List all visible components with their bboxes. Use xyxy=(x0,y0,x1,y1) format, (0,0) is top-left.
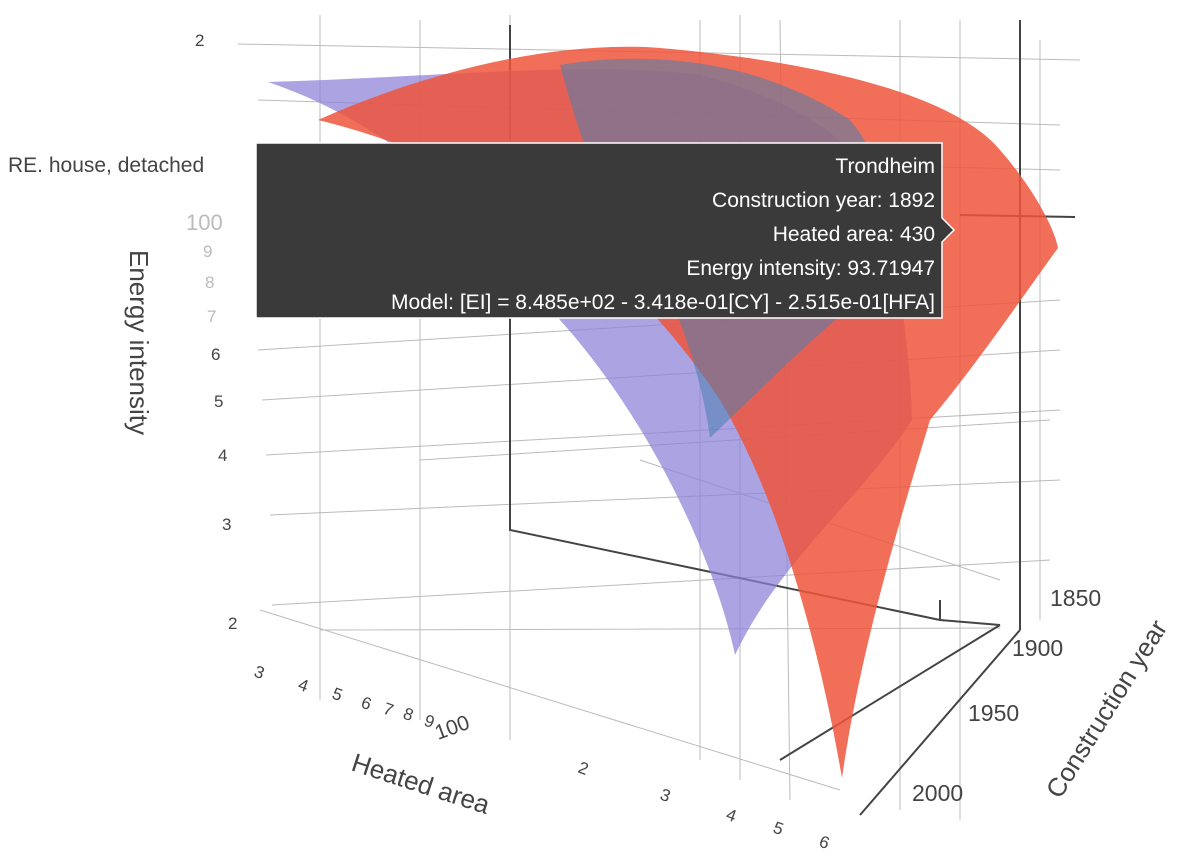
tooltip-line: Model: [EI] = 8.485e+02 - 3.418e-01[CY] … xyxy=(391,291,935,314)
y-tick-label: 1900 xyxy=(1012,635,1063,661)
z-tick-label: 2 xyxy=(195,31,204,50)
z-tick-label: 100 xyxy=(186,210,223,235)
z-tick-label: 4 xyxy=(218,446,227,465)
y-tick-label: 1950 xyxy=(968,700,1019,726)
x-axis-title: Heated area xyxy=(348,747,494,820)
z-tick-label: 5 xyxy=(214,392,223,411)
x-tick-label: 7 xyxy=(381,699,396,720)
y-tick-label: 2000 xyxy=(912,780,963,806)
x-tick-label: 3 xyxy=(252,662,267,683)
y-tick-label: 1850 xyxy=(1050,585,1101,611)
x-tick-label: 6 xyxy=(817,832,832,853)
z-tick-label: 6 xyxy=(211,345,220,364)
z-tick-label: 2 xyxy=(228,614,237,633)
x-tick-label: 5 xyxy=(771,818,786,839)
tooltip-line: Trondheim xyxy=(835,155,935,178)
x-tick-label: 4 xyxy=(296,675,311,696)
z-tick-label: 3 xyxy=(222,515,231,534)
x-tick-label: 2 xyxy=(576,758,591,779)
x-tick-label: 5 xyxy=(330,684,345,705)
tooltip-box xyxy=(255,142,956,319)
trace-name: RE. house, detached xyxy=(8,154,204,177)
x-tick-label: 3 xyxy=(658,785,673,806)
x-tick-label: 100 xyxy=(432,711,473,745)
x-tick-label: 8 xyxy=(401,704,416,725)
z-tick-label: 8 xyxy=(205,273,214,292)
x-tick-label: 4 xyxy=(724,805,739,826)
z-tick-label: 7 xyxy=(207,307,216,326)
tooltip-line: Construction year: 1892 xyxy=(712,189,935,212)
z-axis-title: Energy intensity xyxy=(124,250,154,435)
tooltip-line: Energy intensity: 93.71947 xyxy=(686,257,935,280)
tooltip: Trondheim Construction year: 1892 Heated a… xyxy=(255,142,956,319)
tooltip-line: Heated area: 430 xyxy=(773,223,935,246)
z-tick-label: 9 xyxy=(203,242,212,261)
x-tick-label: 6 xyxy=(359,693,374,714)
